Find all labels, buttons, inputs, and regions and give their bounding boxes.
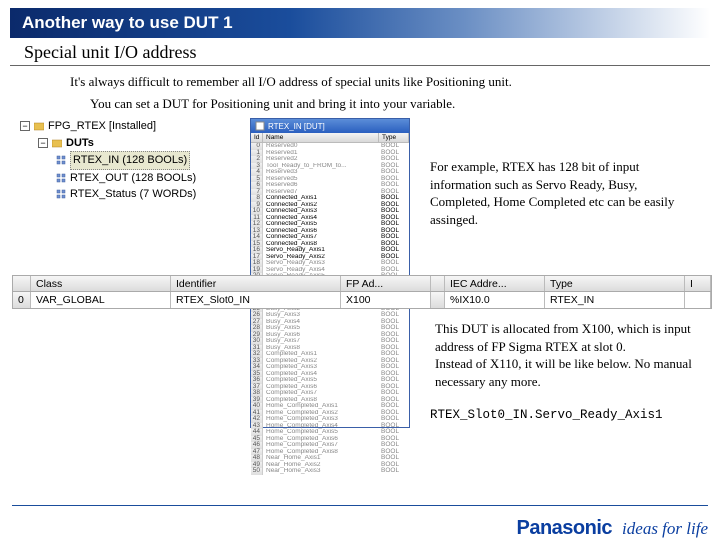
th-fp-address: FP Ad... bbox=[341, 276, 431, 291]
dut-icon bbox=[255, 121, 265, 131]
rtex-window-title-bar[interactable]: RTEX_IN [DUT] bbox=[251, 119, 409, 133]
tree-item-label: RTEX_OUT (128 BOOLs) bbox=[70, 170, 196, 187]
footer-divider bbox=[12, 505, 708, 506]
rtex-window: RTEX_IN [DUT] Id Name Type 0Reserved0BOO… bbox=[250, 118, 410, 428]
rtex-header-id: Id bbox=[251, 133, 263, 142]
project-tree: − FPG_RTEX [Installed] − DUTs RTEX_IN (1… bbox=[0, 118, 240, 203]
note-right: For example, RTEX has 128 bit of input i… bbox=[430, 158, 700, 228]
td-splitter bbox=[431, 292, 445, 308]
note-bottom: This DUT is allocated from X100, which i… bbox=[435, 320, 710, 390]
logo: Panasonic ideas for life bbox=[517, 517, 709, 540]
variable-table: Class Identifier FP Ad... IEC Addre... T… bbox=[12, 275, 712, 309]
collapse-icon[interactable]: − bbox=[38, 138, 48, 148]
slide-subtitle: Special unit I/O address bbox=[10, 40, 710, 66]
th-identifier: Identifier bbox=[171, 276, 341, 291]
tree-item[interactable]: RTEX_OUT (128 BOOLs) bbox=[56, 170, 240, 187]
slide-title: Another way to use DUT 1 bbox=[10, 8, 710, 38]
td-identifier: RTEX_Slot0_IN bbox=[171, 292, 341, 308]
table-header-row: Class Identifier FP Ad... IEC Addre... T… bbox=[13, 276, 711, 292]
rtex-header-row: Id Name Type bbox=[251, 133, 409, 143]
tree-item-label: RTEX_IN (128 BOOLs) bbox=[70, 151, 190, 170]
th-splitter[interactable] bbox=[431, 276, 445, 291]
th-type: Type bbox=[545, 276, 685, 291]
th-i: I bbox=[685, 276, 711, 291]
logo-brand: Panasonic bbox=[517, 517, 613, 540]
tree-item[interactable]: RTEX_IN (128 BOOLs) bbox=[56, 151, 240, 170]
rtex-window-title: RTEX_IN [DUT] bbox=[268, 122, 325, 131]
rtex-row[interactable]: 50Near_Home_Axis3BOOL bbox=[251, 468, 409, 475]
tree-item-label: RTEX_Status (7 WORDs) bbox=[70, 186, 196, 203]
code-example: RTEX_Slot0_IN.Servo_Ready_Axis1 bbox=[430, 408, 663, 422]
td-type: RTEX_IN bbox=[545, 292, 685, 308]
td-index: 0 bbox=[13, 292, 31, 308]
td-i bbox=[685, 292, 711, 308]
intro-text-1: It's always difficult to remember all I/… bbox=[70, 74, 720, 90]
td-iec-address: %IX10.0 bbox=[445, 292, 545, 308]
tree-folder[interactable]: − DUTs bbox=[38, 135, 240, 152]
table-row[interactable]: 0 VAR_GLOBAL RTEX_Slot0_IN X100 %IX10.0 … bbox=[13, 292, 711, 308]
rtex-header-name: Name bbox=[263, 133, 379, 142]
folder-icon bbox=[34, 121, 44, 131]
td-fp-address: X100 bbox=[341, 292, 431, 308]
dut-icon bbox=[56, 173, 66, 183]
tree-root-label: FPG_RTEX [Installed] bbox=[48, 118, 156, 135]
td-class: VAR_GLOBAL bbox=[31, 292, 171, 308]
th-class: Class bbox=[31, 276, 171, 291]
folder-icon bbox=[52, 138, 62, 148]
tree-item[interactable]: RTEX_Status (7 WORDs) bbox=[56, 186, 240, 203]
tree-root[interactable]: − FPG_RTEX [Installed] bbox=[20, 118, 240, 135]
collapse-icon[interactable]: − bbox=[20, 121, 30, 131]
dut-icon bbox=[56, 155, 66, 165]
th-index bbox=[13, 276, 31, 291]
tree-folder-label: DUTs bbox=[66, 135, 94, 152]
dut-icon bbox=[56, 189, 66, 199]
logo-slogan: ideas for life bbox=[622, 519, 708, 539]
th-iec-address: IEC Addre... bbox=[445, 276, 545, 291]
rtex-header-type: Type bbox=[379, 133, 409, 142]
intro-text-2: You can set a DUT for Positioning unit a… bbox=[90, 96, 720, 112]
